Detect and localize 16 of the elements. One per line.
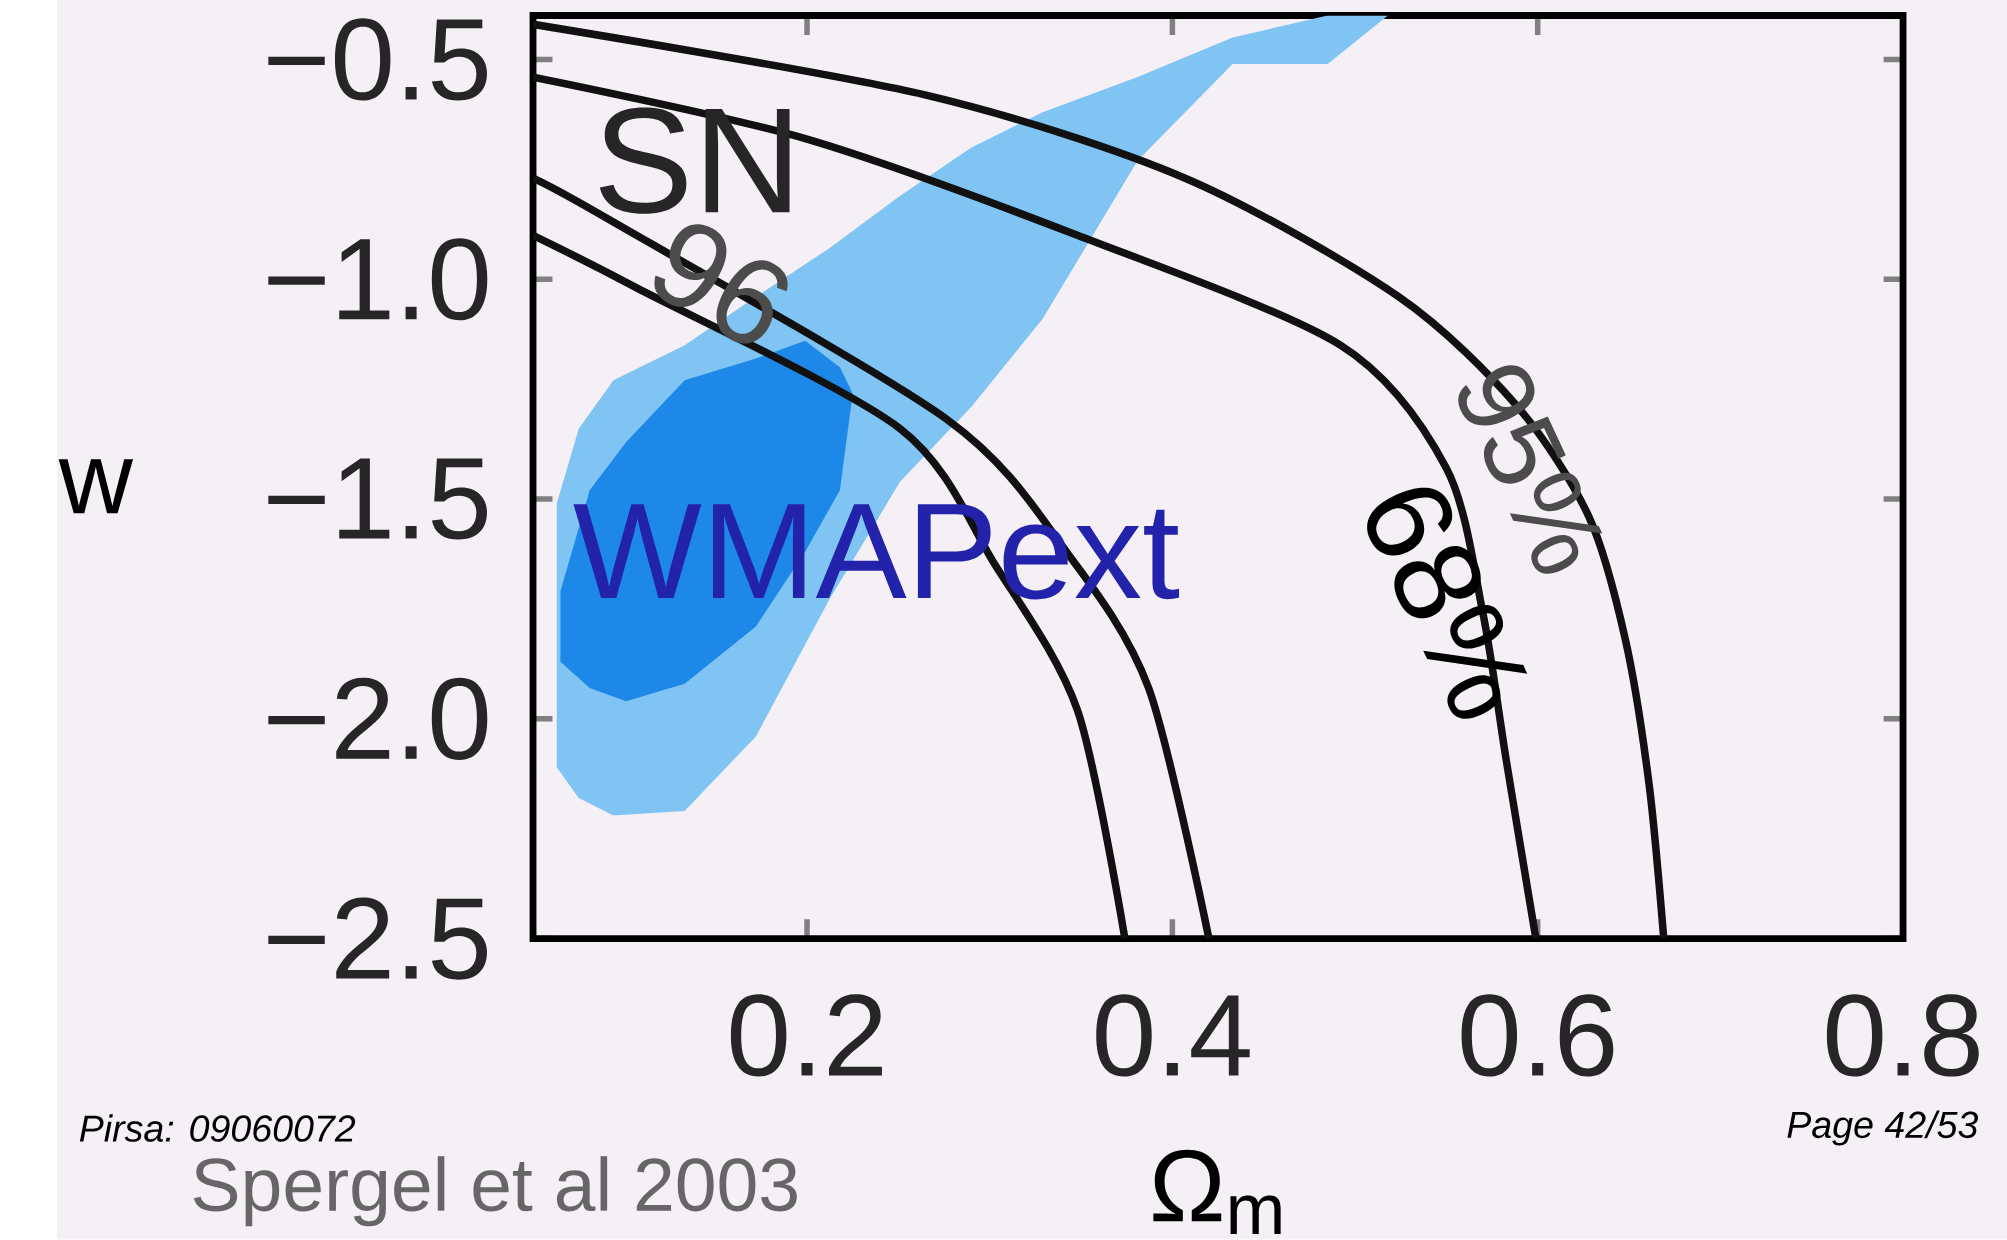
text: Spergel et al 2003	[193, 1156, 797, 1227]
y-tick-label: −0.5	[268, 18, 487, 101]
annotation: 96	[654, 224, 788, 344]
y-tick-label: −1.0	[268, 238, 488, 321]
text: Pirsa: 09060072	[79, 1114, 356, 1142]
x-tick-label: 0.2	[730, 994, 882, 1077]
x-tick-label: 0.6	[1461, 994, 1614, 1077]
text: Page 42/53	[1787, 1110, 1979, 1146]
y-tick-label: −2.0	[268, 677, 488, 760]
y-tick-label: −1.5	[268, 458, 487, 540]
y-axis-title: w	[58, 459, 134, 514]
y-tick-label: −2.5	[268, 897, 487, 980]
x-tick-label: 0.4	[1096, 994, 1250, 1077]
x-axis-title: Ω$_{m}$	[1153, 1149, 1281, 1235]
annotation: SN	[599, 107, 790, 214]
x-tick-label: 0.8	[1826, 994, 1979, 1077]
